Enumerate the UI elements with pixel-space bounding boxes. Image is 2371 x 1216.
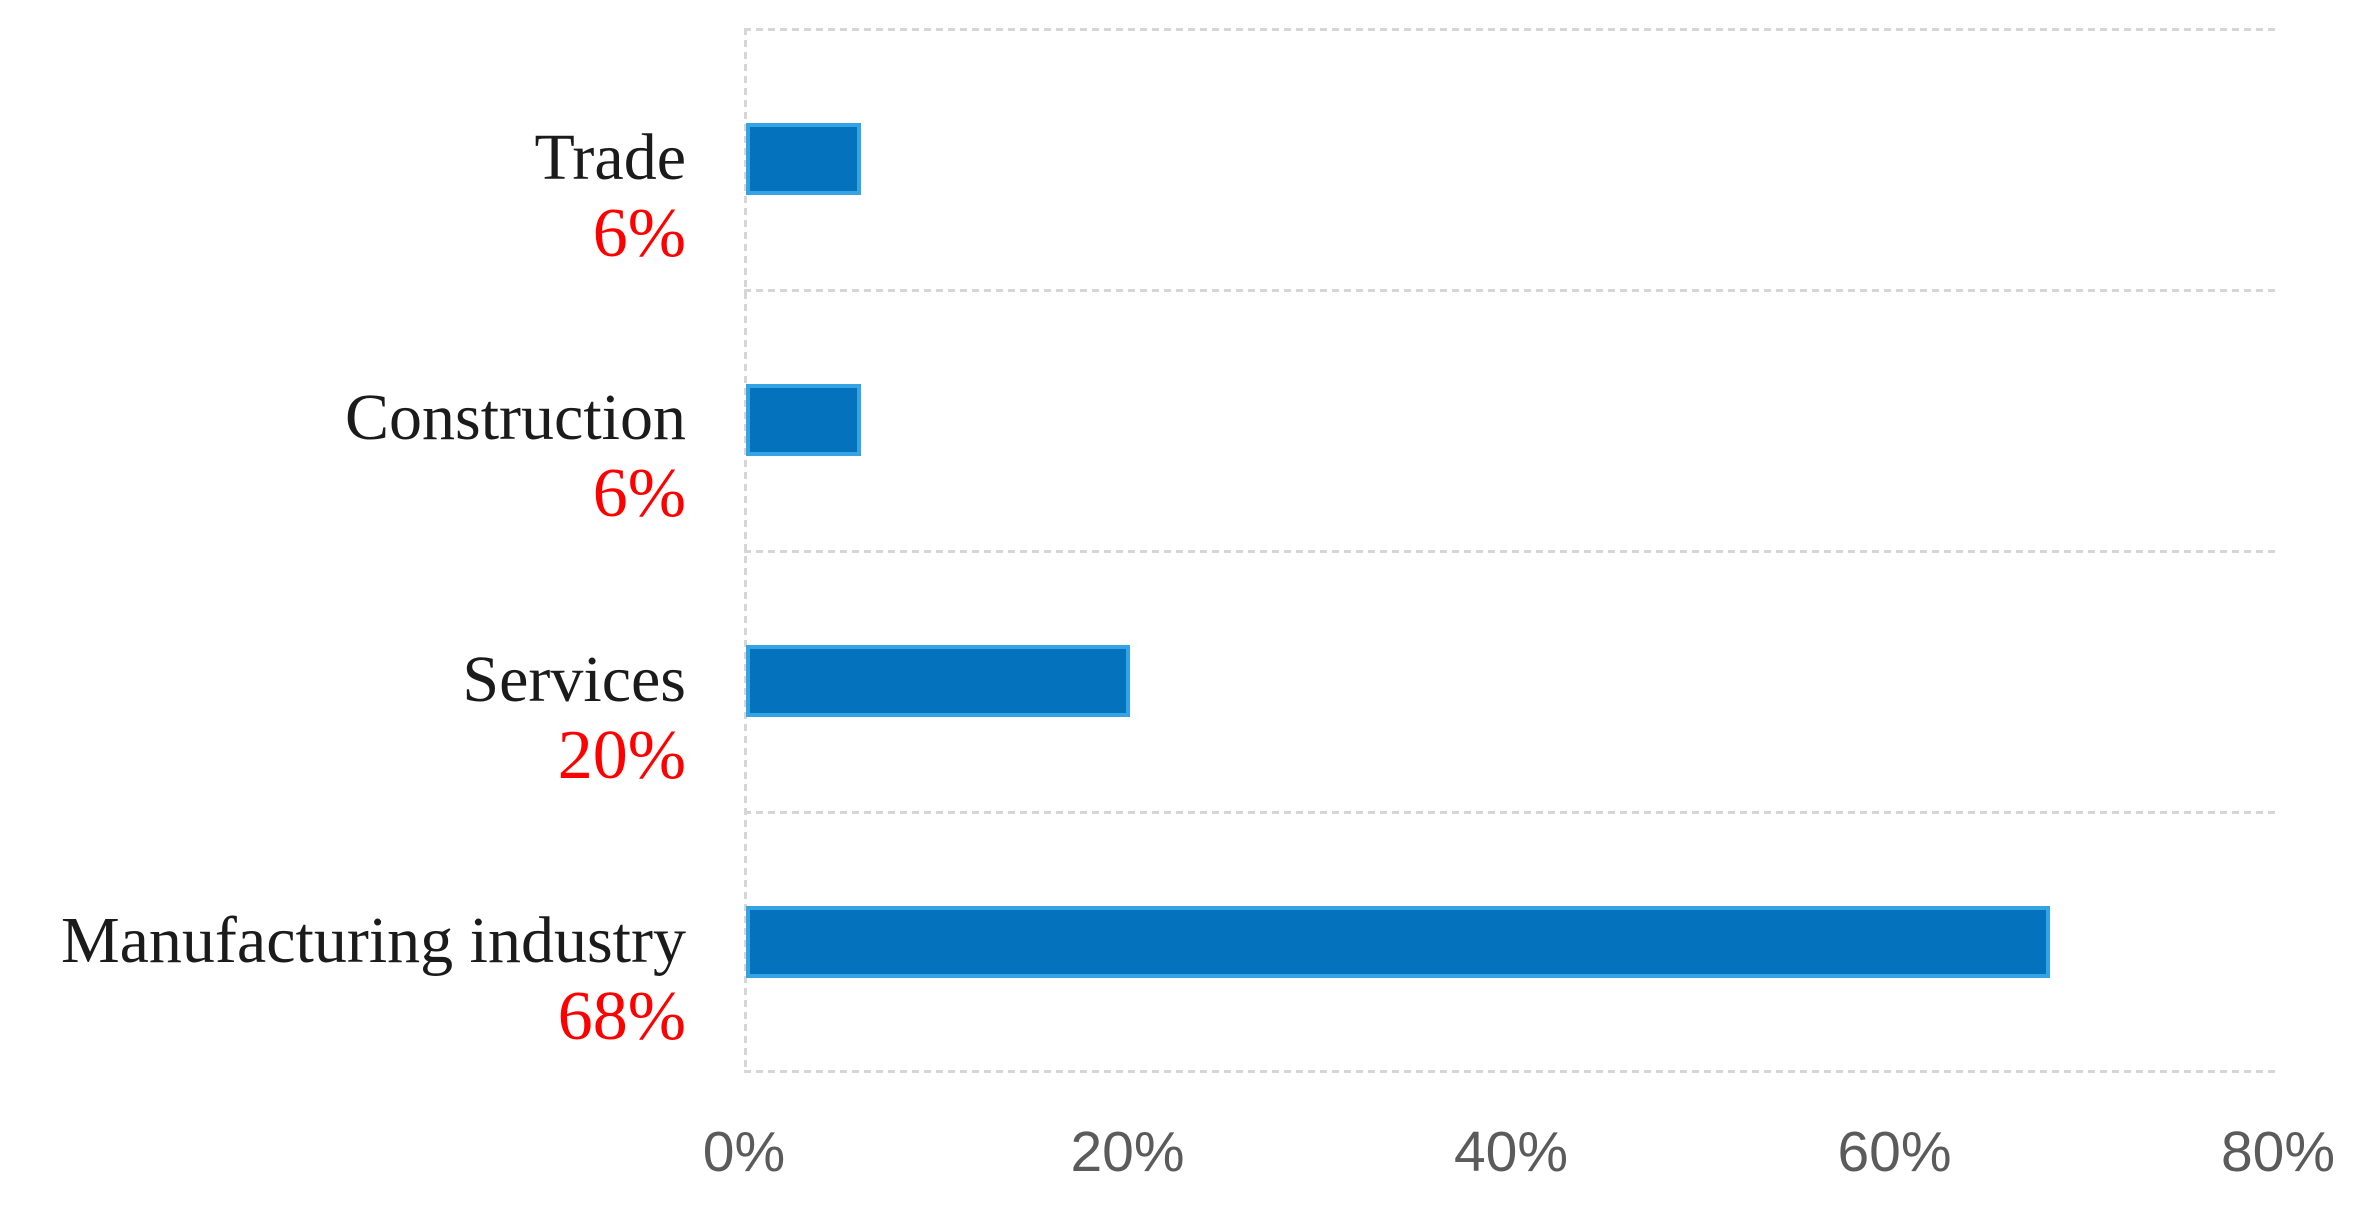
category-row-services: Services 20% bbox=[462, 642, 686, 794]
category-value-label: 6% bbox=[592, 455, 686, 532]
bar-construction bbox=[746, 384, 862, 456]
category-name: Trade bbox=[534, 121, 686, 194]
gridline-band-separator bbox=[744, 811, 2278, 814]
x-tick-label: 60% bbox=[1837, 1120, 1952, 1184]
x-tick-label: 20% bbox=[1070, 1120, 1185, 1184]
x-axis-line bbox=[744, 1070, 2278, 1073]
x-tick-label: 0% bbox=[702, 1120, 786, 1184]
category-value-label: 68% bbox=[557, 978, 686, 1055]
category-name: Services bbox=[462, 643, 686, 716]
category-value-label: 6% bbox=[592, 195, 686, 272]
gridline-top bbox=[744, 28, 2278, 31]
category-row-manufacturing-industry: Manufacturing industry 68% bbox=[61, 903, 686, 1055]
x-axis: 0% 20% 40% 60% 80% bbox=[703, 1120, 2335, 1192]
x-tick-label: 80% bbox=[2220, 1120, 2336, 1184]
gridline-band-separator bbox=[744, 550, 2278, 553]
category-name: Manufacturing industry bbox=[60, 904, 686, 977]
category-row-construction: Construction 6% bbox=[345, 380, 686, 532]
bar-services bbox=[746, 645, 1130, 717]
category-row-trade: Trade 6% bbox=[534, 120, 686, 272]
y-axis-line bbox=[744, 28, 747, 1073]
category-value-label: 20% bbox=[557, 717, 686, 794]
bar-trade bbox=[746, 123, 862, 195]
x-tick-label: 40% bbox=[1453, 1120, 1569, 1184]
category-name: Construction bbox=[345, 381, 686, 454]
gridline-band-separator bbox=[744, 289, 2278, 292]
bar-manufacturing-industry bbox=[746, 906, 2050, 978]
plot-area bbox=[744, 28, 2278, 1073]
